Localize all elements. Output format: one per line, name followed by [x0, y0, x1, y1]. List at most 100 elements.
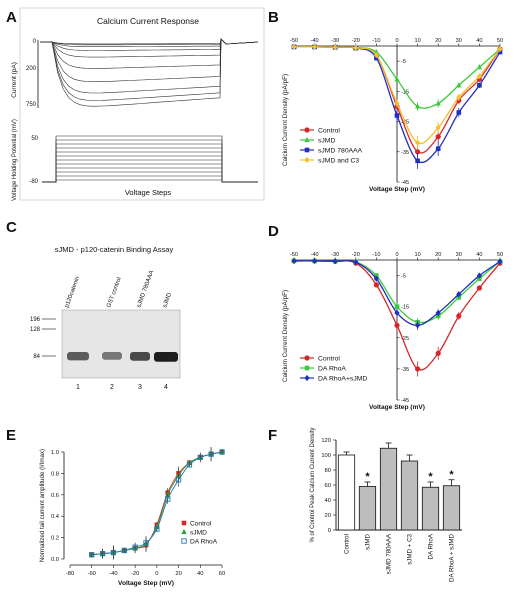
panel-f-bar-chart: 0 20 40 60 80 100 120 % of Control Peak Calcium…: [310, 427, 462, 582]
panel-a-current-traces: Calcium Current Response Current (pA) 0 …: [11, 7, 265, 201]
voltage-step-line: [42, 179, 258, 183]
panel-d-legend-marker: [304, 374, 310, 382]
panel-b-data-point: [497, 45, 503, 53]
panel-d-data-point: [373, 275, 379, 282]
panel-f-category-label: sJMD + C3: [407, 533, 414, 564]
panel-d-data-point: [332, 258, 338, 265]
panel-e-xtick-label: 40: [197, 571, 203, 577]
blot-band: [67, 352, 89, 361]
panel-f-ytick-label: 40: [325, 498, 331, 504]
panel-d-data-point: [353, 259, 359, 266]
panel-b-data-point: [373, 51, 379, 59]
blot-lane-number-1: 1: [76, 384, 80, 391]
panel-b-legend-label: sJMD: [318, 138, 335, 145]
panel-d-xtick-label: 10: [414, 252, 420, 258]
panel-b-ytick-label: -45: [401, 180, 409, 186]
panel-b-legend-marker: [304, 136, 310, 143]
panel-e-data-point: [99, 551, 106, 557]
panel-e-ytick-label: 0.8: [51, 471, 59, 477]
panel-d-ytick-label: -5: [401, 274, 406, 280]
panel-b-data-point: [456, 94, 462, 101]
panel-b-data-point: [353, 44, 359, 51]
panel-e-xtick-label: 20: [175, 571, 181, 577]
panel-f-ytick-label: 100: [321, 453, 331, 459]
panel-label-d: D: [268, 223, 279, 240]
current-trace: [40, 38, 259, 51]
panel-d-data-point: [497, 258, 503, 265]
blot-marker-196: 196: [30, 317, 41, 323]
panel-d-data-point: [291, 257, 297, 265]
panel-e-data-point: [197, 454, 203, 460]
panel-e-ytick-label: 0.4: [51, 514, 60, 520]
panel-a-ytick-750: 750: [26, 102, 37, 108]
panel-c-binding-assay: sJMD - p120-catenin Binding Assay p120ca…: [30, 245, 181, 391]
panel-b-legend-label: sJMD and C3: [318, 158, 359, 165]
panel-b-data-point: [415, 103, 421, 109]
blot-marker-128: 128: [30, 327, 41, 333]
panel-f-ytick-label: 20: [325, 513, 331, 519]
panel-d-ytick-label: -25: [401, 336, 409, 342]
panel-b-data-point: [394, 100, 400, 107]
panel-b-data-point: [312, 43, 318, 51]
blot-band-group: [67, 352, 178, 362]
current-trace: [40, 38, 259, 83]
panel-f-category-label: sJMD 780AAA: [386, 533, 393, 574]
panel-d-data-point: [456, 313, 462, 319]
panel-d-xlabel: Voltage Step (mV): [369, 404, 425, 411]
panel-d-data-point: [477, 276, 482, 281]
current-trace: [40, 38, 259, 101]
current-trace: [40, 38, 259, 46]
panel-d-data-point: [312, 257, 318, 265]
panel-d-xtick-label: -30: [331, 252, 339, 258]
panel-f-bar: [400, 460, 419, 531]
panel-b-data-point: [435, 134, 441, 140]
panel-e-legend-label: Control: [190, 521, 212, 528]
panel-d-ytick-label: -35: [401, 367, 409, 373]
panel-b-xtick-label: 20: [435, 38, 441, 44]
panel-b-ylabel: Calcium Current Density (pA/pF): [282, 74, 289, 166]
panel-f-ytick-label: 120: [321, 438, 331, 444]
panel-d-ylabel: Calcium Current Density (pA/pF): [282, 290, 289, 382]
panel-b-data-point: [435, 124, 441, 131]
blot-lane-number-3: 3: [138, 384, 142, 391]
current-trace: [40, 38, 259, 47]
panel-b-xtick-label: 10: [414, 38, 420, 44]
panel-e-ytick-label: 0.2: [51, 536, 59, 542]
blot-band: [154, 352, 178, 362]
panel-b-ytick-label: -35: [401, 150, 409, 156]
panel-a-title: Calcium Current Response: [97, 16, 199, 26]
panel-d-data-point: [394, 322, 400, 328]
panel-e-xtick-label: 60: [219, 571, 225, 577]
panel-b-xtick-label: -30: [331, 38, 339, 44]
panel-d-legend-label: DA RhoA+sJMD: [318, 376, 367, 383]
blot-band: [102, 352, 122, 360]
panel-b-ytick-label: -5: [401, 59, 406, 65]
panel-e-xtick-label: -20: [131, 571, 139, 577]
blot-band: [130, 352, 150, 361]
panel-f-bar: [442, 485, 461, 531]
panel-a-ylabel: Current (pA): [11, 62, 18, 98]
panel-a-ytick-0: 0: [33, 39, 37, 45]
panel-f-ylabel: % of Control Peak Calcium Current Densit…: [310, 427, 316, 542]
panel-f-category-label: DA RhoA: [428, 533, 435, 559]
panel-label-a: A: [6, 9, 17, 26]
blot-lane-label-3: sJMD 780AAA: [136, 270, 155, 309]
panel-e-data-point: [186, 462, 193, 468]
panel-label-c: C: [6, 219, 17, 236]
panel-e-xtick-label: 0: [155, 571, 158, 577]
panel-e-xtick-label: -40: [109, 571, 117, 577]
blot-lane-number-4: 4: [164, 384, 168, 391]
panel-e-data-point: [89, 552, 95, 558]
panel-f-category-label: sJMD: [365, 533, 372, 549]
panel-a-frame: [19, 7, 265, 201]
panel-f-significance-star: *: [428, 471, 433, 483]
panel-d-xtick-label: -50: [290, 252, 298, 258]
panel-f-bar: [337, 454, 356, 531]
current-trace: [40, 38, 259, 69]
panel-e-legend-label: DA RhoA: [190, 539, 218, 546]
panel-b-data-point: [456, 110, 462, 115]
panel-label-b: B: [268, 9, 279, 26]
panel-d-ytick-label: -15: [401, 305, 409, 311]
panel-b-data-point: [476, 64, 482, 70]
panel-d-xtick-label: -40: [311, 252, 319, 258]
